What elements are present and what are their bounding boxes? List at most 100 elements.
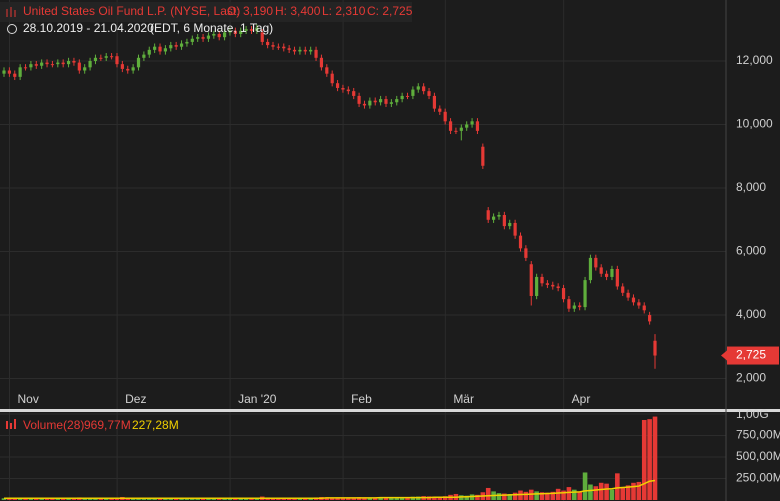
volume-bar <box>179 498 184 500</box>
candle-body <box>29 64 33 68</box>
volume-bar <box>475 494 480 500</box>
last-price-marker <box>727 346 779 365</box>
candle-body <box>567 299 571 309</box>
volume-bar <box>652 416 658 500</box>
candle-body <box>77 62 81 71</box>
volume-icon <box>14 419 16 429</box>
candle-body <box>228 30 232 33</box>
candle-body <box>222 32 227 38</box>
candle-body <box>459 127 463 131</box>
candle-body <box>153 46 157 50</box>
candle-body <box>325 67 329 74</box>
volume-bar <box>93 498 98 500</box>
volume-bar <box>372 497 378 500</box>
candle-body <box>260 32 264 42</box>
volume-bar <box>523 491 529 500</box>
volume-bar <box>464 495 469 500</box>
volume-bar <box>502 493 507 500</box>
volume-bar <box>206 498 211 500</box>
candle-body <box>405 95 410 97</box>
volume-bar <box>641 420 647 500</box>
candle-body <box>362 103 367 106</box>
volume-bar <box>227 498 233 500</box>
volume-bar <box>620 487 626 500</box>
candle-body <box>529 264 533 296</box>
candle-body <box>72 60 76 63</box>
clock-icon <box>7 24 17 34</box>
candle-body <box>276 46 280 48</box>
candle-body <box>309 49 313 52</box>
volume-bar <box>297 497 303 500</box>
volume-bar <box>281 498 287 500</box>
candle-body <box>2 70 6 74</box>
volume-bar <box>103 497 109 500</box>
candle-body <box>319 57 324 68</box>
volume-bar <box>114 498 120 500</box>
candle-body <box>303 49 307 52</box>
candle-body <box>40 62 44 66</box>
volume-bar <box>432 496 437 500</box>
volume-bar <box>485 487 491 500</box>
candle-body <box>93 57 98 61</box>
candle-body <box>545 283 549 285</box>
candle-body <box>518 235 523 249</box>
volume-bar <box>152 498 157 500</box>
candle-body <box>314 49 318 58</box>
candle-body <box>604 273 609 277</box>
x-tick-label: Nov <box>18 392 39 406</box>
volume-bar <box>1 498 7 500</box>
candle-body <box>373 100 377 103</box>
volume-bar <box>389 497 394 500</box>
volume-bar <box>163 498 168 500</box>
candle-body <box>599 267 603 274</box>
volume-bar <box>23 498 28 500</box>
candle-body <box>66 60 71 65</box>
header-close: C: 2,725 <box>367 4 413 18</box>
candle-body <box>540 276 544 284</box>
candle-body <box>169 45 173 49</box>
candle-body <box>341 87 345 90</box>
volume-bar <box>442 496 448 500</box>
volume-bar <box>571 489 577 500</box>
candle-body <box>443 111 447 122</box>
volume-bar <box>577 491 582 500</box>
candle-body <box>233 30 237 34</box>
candle-body <box>588 257 593 281</box>
volume-bar <box>555 488 561 500</box>
candle-body <box>330 73 334 84</box>
volume-bar <box>44 498 50 500</box>
volume-bar <box>109 498 114 500</box>
candle-body <box>7 70 11 74</box>
volume-bar <box>233 498 238 500</box>
candle-body <box>561 288 566 300</box>
header-icon <box>6 7 16 17</box>
header-bg <box>0 2 412 22</box>
candle-body <box>411 89 415 96</box>
candle-body <box>610 268 614 277</box>
candle-body <box>497 215 501 217</box>
volume-bar <box>17 498 23 500</box>
candle-body <box>379 99 383 103</box>
candle-body <box>110 56 114 58</box>
candle-body <box>615 268 619 287</box>
candle-body <box>422 86 426 92</box>
volume-bar <box>545 492 550 500</box>
volume-icon <box>10 423 12 429</box>
candle-body <box>551 284 555 287</box>
candle-body <box>201 37 205 39</box>
volume-bar <box>71 498 77 500</box>
volume-bar <box>87 498 93 500</box>
y-tick-label: 750,00M <box>736 428 780 442</box>
candle-body <box>481 146 485 166</box>
x-tick-label: Apr <box>572 392 591 406</box>
candle-body <box>594 257 598 268</box>
candle-body <box>508 222 512 227</box>
candle-body <box>271 45 275 47</box>
candle-body <box>427 91 431 96</box>
candle-body <box>653 340 657 356</box>
volume-bar <box>566 487 572 500</box>
candle-body <box>368 100 372 106</box>
x-tick-label: Jan '20 <box>238 392 277 406</box>
y-tick-label: 6,000 <box>736 244 766 258</box>
candle-body <box>158 46 162 52</box>
